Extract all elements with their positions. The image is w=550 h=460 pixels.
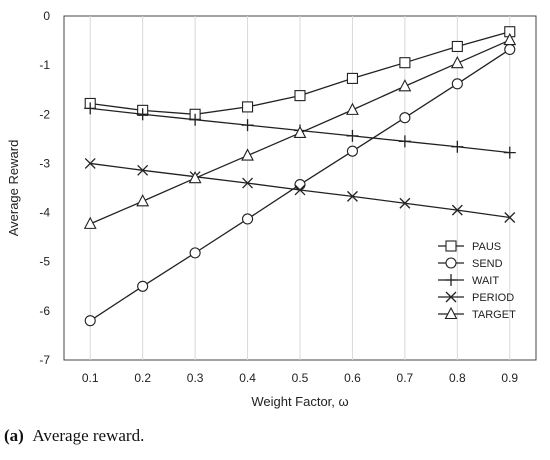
grid-lines [89, 16, 511, 360]
data-point-wait [451, 140, 464, 153]
x-tick-label: 0.5 [292, 371, 309, 385]
data-point-wait [136, 108, 149, 121]
data-point-send [346, 145, 358, 157]
data-point-period [84, 157, 96, 169]
x-tick-label: 0.7 [397, 371, 414, 385]
y-axis-title: Average Reward [6, 140, 21, 237]
legend-item-send: SEND [438, 257, 503, 270]
legend: PAUS SEND WAIT PERIOD TARGET [438, 240, 516, 321]
y-tick-label: -4 [39, 206, 50, 220]
data-point-period [504, 212, 516, 223]
legend-marker-paus [445, 240, 457, 252]
series-period [84, 157, 516, 223]
y-tick-label: -1 [39, 58, 50, 72]
data-point-wait [84, 102, 97, 115]
data-point-wait [189, 113, 202, 126]
legend-marker-wait [445, 274, 457, 286]
y-tick-label: -7 [39, 353, 50, 367]
data-point-send [137, 280, 149, 292]
data-point-target [83, 216, 97, 229]
legend-label-period: PERIOD [472, 292, 514, 304]
legend-marker-period [445, 291, 457, 303]
line-chart: 0 -1 -2 -3 -4 -5 -6 -7 0.1 0.2 0.3 0.4 0.5 0.6 0.7 0.8… [6, 9, 537, 409]
data-point-target [346, 102, 359, 115]
data-point-paus [294, 90, 306, 102]
legend-item-wait: WAIT [438, 274, 499, 287]
data-point-target [398, 79, 412, 92]
legend-marker-target [444, 306, 458, 320]
data-point-period [294, 184, 306, 196]
series-group [83, 26, 517, 327]
y-tick-label: -6 [39, 304, 50, 318]
data-point-wait [398, 135, 411, 148]
legend-item-paus: PAUS [438, 240, 501, 253]
data-point-period [451, 204, 463, 216]
data-point-wait [346, 129, 359, 142]
legend-item-period: PERIOD [438, 291, 514, 304]
series-send [84, 43, 516, 327]
data-point-period [242, 177, 254, 189]
data-point-target [503, 32, 517, 46]
data-point-target [293, 125, 307, 139]
y-tick-label: -5 [39, 255, 50, 269]
data-point-send [504, 43, 516, 55]
data-point-wait [241, 119, 254, 132]
legend-label-wait: WAIT [472, 275, 499, 287]
legend-marker-send [445, 257, 457, 269]
x-tick-label: 0.1 [82, 371, 99, 385]
caption-label: (a) [4, 426, 24, 445]
data-point-target [241, 148, 254, 161]
x-tick-label: 0.2 [134, 371, 151, 385]
x-tick-label: 0.9 [501, 371, 518, 385]
x-axis-title: Weight Factor, ω [251, 394, 348, 409]
data-point-send [242, 213, 254, 225]
data-point-period [137, 164, 149, 176]
data-point-send [399, 112, 411, 124]
legend-item-target: TARGET [438, 306, 516, 321]
x-tick-label: 0.3 [187, 371, 204, 385]
data-point-send [189, 247, 201, 259]
data-point-paus [346, 72, 358, 84]
y-tick-label: -3 [39, 156, 50, 170]
y-tick-label: -2 [39, 107, 50, 121]
data-point-target [450, 55, 464, 69]
legend-label-send: SEND [472, 258, 503, 270]
data-point-period [346, 190, 358, 202]
x-tick-label: 0.8 [449, 371, 466, 385]
data-point-paus [451, 40, 463, 53]
data-point-period [399, 197, 411, 209]
data-point-target [136, 194, 150, 207]
legend-label-paus: PAUS [472, 241, 501, 253]
y-axis-ticks: 0 -1 -2 -3 -4 -5 -6 -7 [39, 9, 50, 367]
data-point-target [188, 170, 202, 184]
figure-caption: (a) Average reward. [4, 426, 144, 446]
data-point-send [294, 179, 306, 191]
data-point-paus [399, 57, 411, 69]
legend-label-target: TARGET [472, 309, 516, 321]
x-tick-label: 0.6 [344, 371, 361, 385]
x-tick-label: 0.4 [239, 371, 256, 385]
data-point-send [451, 78, 463, 90]
series-target [83, 32, 517, 229]
y-tick-label: 0 [43, 9, 50, 23]
data-point-send [84, 315, 96, 327]
data-point-wait [503, 146, 516, 159]
data-point-paus [242, 101, 254, 113]
x-axis-ticks: 0.1 0.2 0.3 0.4 0.5 0.6 0.7 0.8 0.9 [82, 371, 519, 385]
caption-text: Average reward. [32, 426, 145, 445]
